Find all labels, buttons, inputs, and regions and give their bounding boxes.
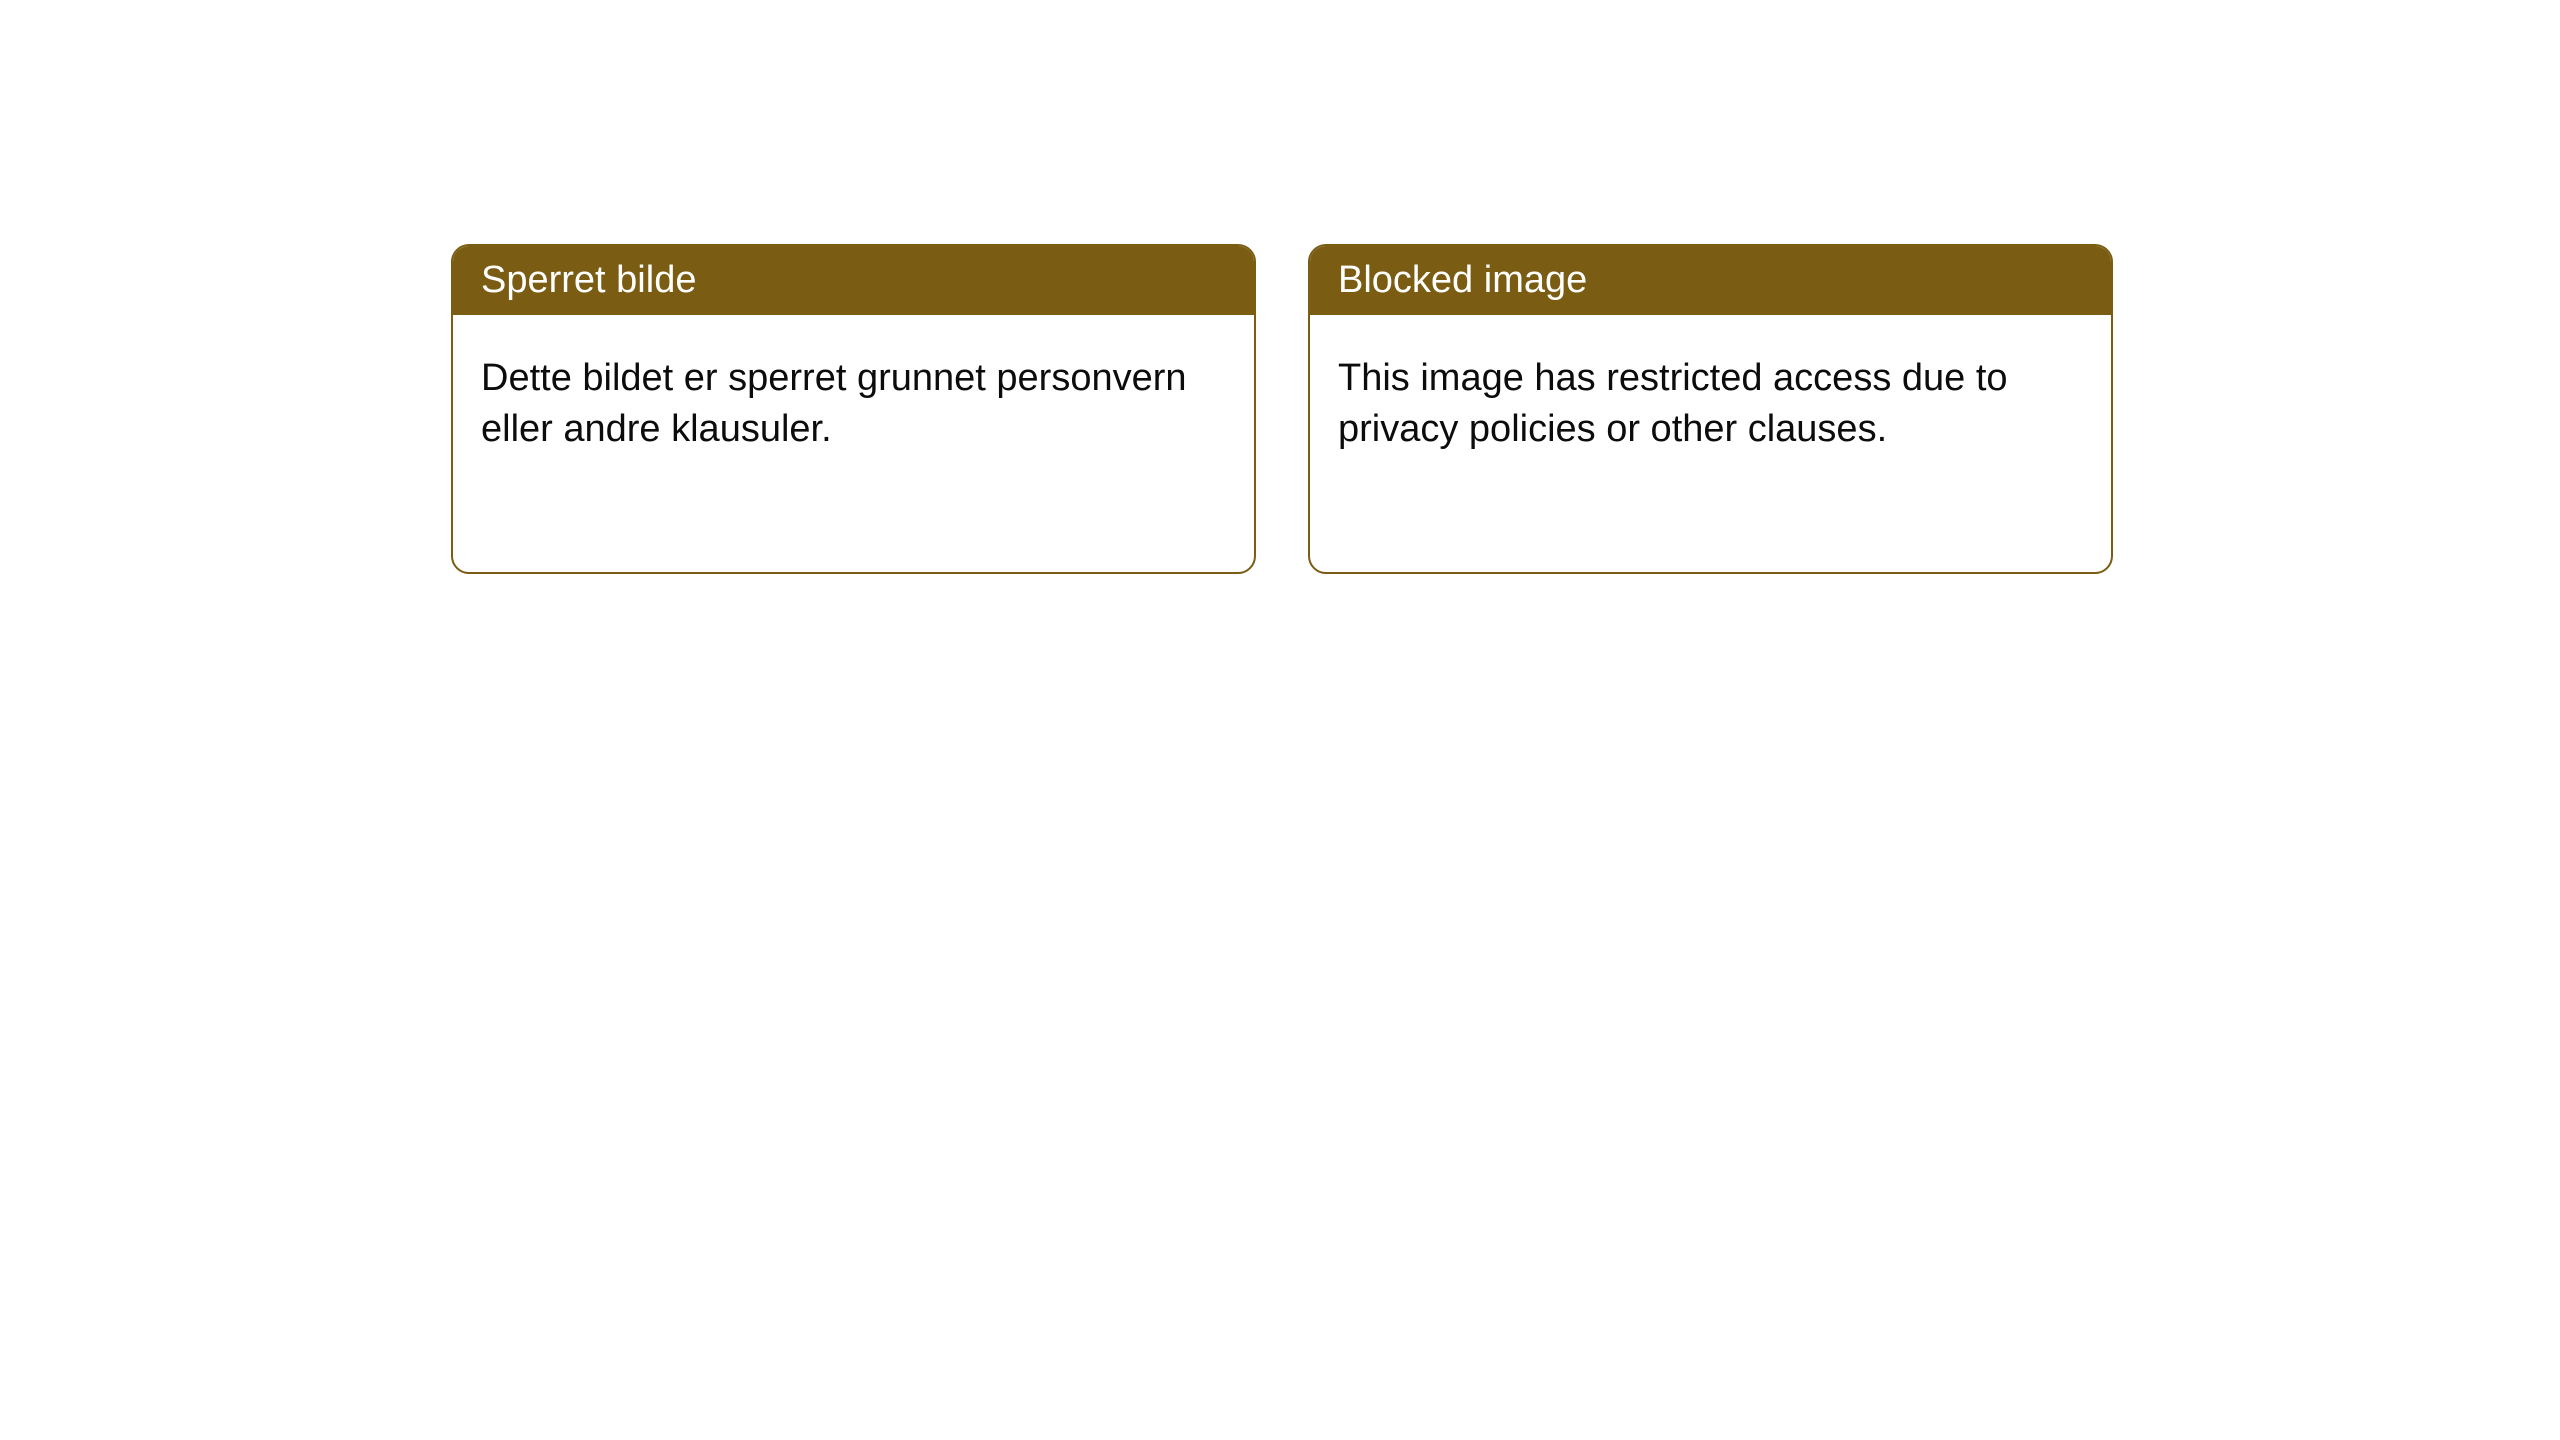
card-body: Dette bildet er sperret grunnet personve…	[453, 315, 1254, 494]
card-header: Blocked image	[1310, 246, 2111, 315]
card-title: Sperret bilde	[481, 259, 696, 301]
blocked-image-card-en: Blocked image This image has restricted …	[1308, 244, 2113, 574]
blocked-image-card-no: Sperret bilde Dette bildet er sperret gr…	[451, 244, 1256, 574]
card-header: Sperret bilde	[453, 246, 1254, 315]
card-body: This image has restricted access due to …	[1310, 315, 2111, 494]
card-title: Blocked image	[1338, 259, 1587, 301]
card-body-text: This image has restricted access due to …	[1338, 357, 2008, 450]
notice-container: Sperret bilde Dette bildet er sperret gr…	[0, 0, 2560, 574]
card-body-text: Dette bildet er sperret grunnet personve…	[481, 357, 1187, 450]
